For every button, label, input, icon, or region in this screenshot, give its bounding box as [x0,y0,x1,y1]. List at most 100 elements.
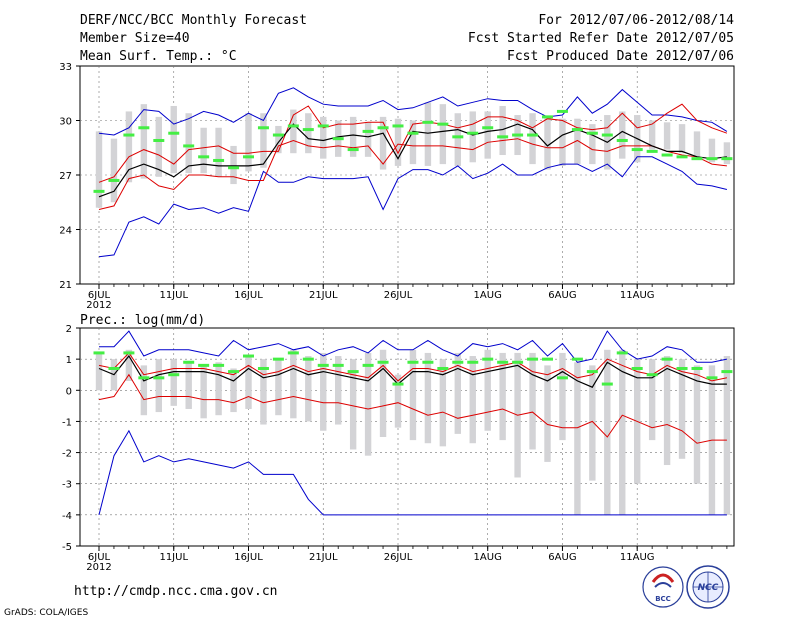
prec-ytick-label: 2 [66,324,72,335]
prec-box [693,365,701,484]
temp-box [125,111,133,183]
temperature-chart: 21 24 27 30 33 6JUL 11JUL 16JUL 21JUL 26JUL 1AUG 6A… [59,62,735,311]
prec-box [364,352,372,456]
temp-box [215,127,222,177]
prec-obs-marker [392,382,404,386]
temp-box [708,138,716,163]
prec-obs-marker [168,373,180,377]
prec-obs-marker [646,373,658,377]
prec-obs-marker [467,360,479,364]
temp-box [305,113,312,154]
ncc-logo: NCC [686,565,730,609]
prec-obs-marker [556,376,568,380]
prec-box [349,359,357,450]
temp-xtick-label: 1AUG [474,290,502,301]
prec-box [245,356,252,409]
temp-obs-marker [183,144,195,148]
temp-box [379,116,387,170]
prec-xtick-label: 11JUL [159,552,188,563]
prec-ytick-label: -3 [62,480,72,491]
temp-obs-marker [527,133,539,137]
bcc-logo: BCC [642,566,684,608]
temp-box [693,131,701,157]
prec-obs-marker [153,376,165,380]
temp-box [648,120,656,150]
prec-box [663,356,671,466]
prec-obs-marker [93,351,105,355]
temp-box [275,125,282,154]
prec-obs-marker [287,351,299,355]
temp-obs-marker [497,135,509,139]
temp-median-line [98,123,727,198]
prec-obs-marker [347,370,359,374]
prec-obs-marker [257,366,269,370]
temp-obs-marker [138,126,150,130]
prec-obs-marker [138,376,150,380]
temp-box [439,104,447,165]
temp-box [290,109,297,154]
temp-obs-marker [721,157,733,161]
prec-box [170,359,177,406]
temp-obs-marker [213,158,225,162]
prec-box [678,359,686,459]
prec-obs-marker [482,357,494,361]
prec-ytick-label: 1 [66,355,72,366]
prec-box [290,349,297,419]
temp-box [200,127,207,174]
temp-box [469,111,476,163]
temp-box [529,113,536,165]
started-refer-date: Fcst Started Refer Date 2012/07/05 [468,31,734,46]
temp-box [409,120,417,165]
prec-obs-marker [691,366,703,370]
temp-obs-marker [228,166,240,170]
prec-obs-marker [631,366,643,370]
temp-pct-low-line [98,138,727,210]
prec-max-line [99,330,728,363]
prec-obs-marker [377,360,389,364]
temp-obs-marker [661,153,673,157]
prec-obs-marker [183,360,195,364]
prec-pct-high-line [98,352,728,382]
temp-box [95,131,103,208]
temp-min-line [98,156,728,258]
temp-box [110,138,118,203]
prec-ytick-label: 0 [66,386,72,397]
prec-ytick-label: -4 [62,511,72,522]
prec-obs-marker [228,370,240,374]
temp-obs-marker [243,155,254,159]
temp-max-line [98,87,728,136]
prec-obs-marker [616,351,628,355]
temp-box [364,122,372,157]
prec-obs-marker [123,351,135,355]
prec-box [95,352,103,391]
temp-obs-marker [93,189,105,193]
temp-box [484,111,491,159]
prec-box [529,352,536,450]
temp-box [589,124,596,165]
temp-box [170,105,177,174]
prec-obs-marker [452,360,464,364]
temp-obs-marker [108,178,120,182]
prec-box [469,356,476,444]
prec-xtick-label: 11AUG [620,552,655,563]
temp-box [424,102,432,166]
temp-ytick-label: 33 [59,62,72,73]
temp-obs-marker [452,135,464,139]
source-url[interactable]: http://cmdp.ncc.cma.gov.cn [74,584,278,599]
temp-obs-marker [123,133,135,137]
temp-pct-high-line [98,103,728,183]
prec-pct-low-line [98,373,727,444]
temp-ytick-label: 24 [59,226,72,237]
temp-box [140,104,148,179]
prec-obs-marker [601,382,613,386]
prec-median-line [98,354,727,388]
prec-obs-marker [362,363,374,367]
temp-obs-marker [601,133,613,137]
temp-box [619,111,626,159]
prec-xtick-label: 26JUL [384,552,413,563]
prec-box [439,359,447,447]
temp-xtick-label: 21JUL [309,290,338,301]
prec-box [409,349,417,441]
